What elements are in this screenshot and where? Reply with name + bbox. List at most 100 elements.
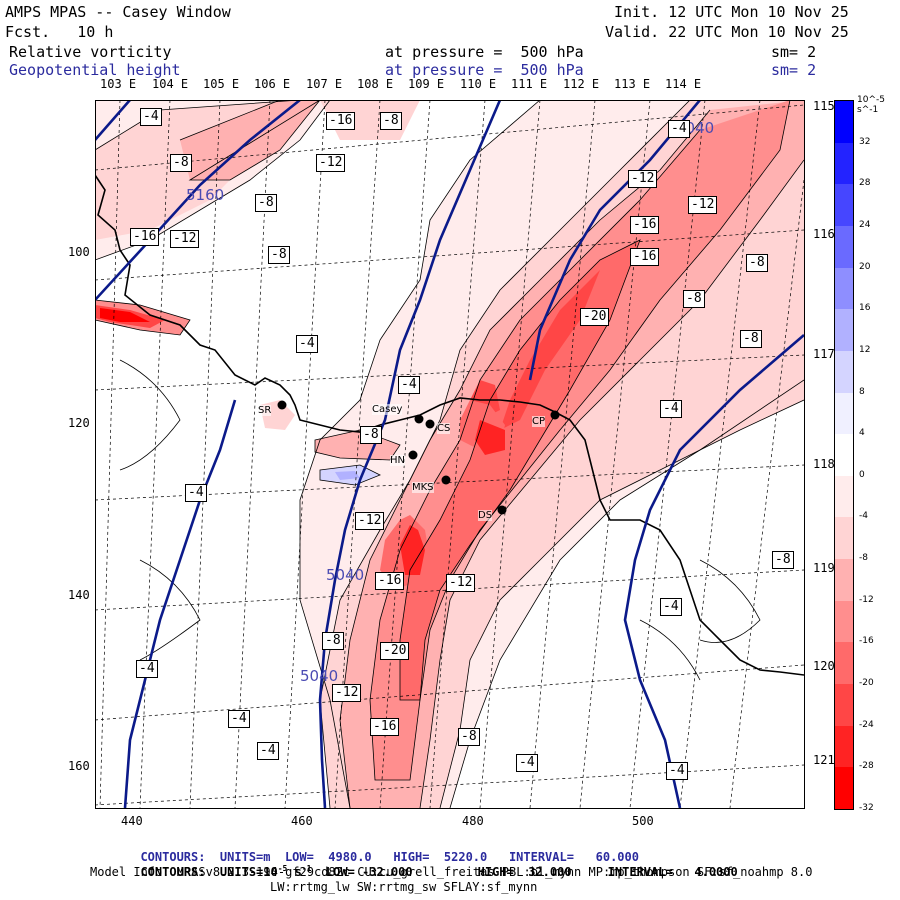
colorbar-unit: 10^-5 s^-1 (857, 95, 885, 115)
colorbar-swatch (835, 350, 853, 394)
colorbar (834, 100, 854, 810)
plot-title: AMPS MPAS -- Casey Window (5, 3, 231, 21)
colorbar-tick-label: -24 (859, 719, 874, 730)
vorticity-contour-label: -20 (580, 308, 610, 326)
colorbar-tick-label: -8 (859, 553, 868, 564)
station-label: CP (532, 416, 546, 427)
vorticity-contour-label: -4 (136, 660, 158, 678)
vorticity-contour-label: -8 (746, 254, 768, 272)
vorticity-contour-label: -8 (255, 194, 277, 212)
colorbar-swatch (835, 642, 853, 685)
footer-physics-info: LW:rrtmg_lw SW:rrtmg_sw SFLAY:sf_mynn (270, 880, 538, 894)
colorbar-tick-label: -28 (859, 761, 874, 772)
pressure-level-2: at pressure = 500 hPa (385, 61, 584, 79)
top-longitude-label: 109 E (408, 77, 445, 91)
colorbar-swatch (835, 392, 853, 435)
vorticity-contour-label: -12 (332, 684, 362, 702)
vorticity-contour-label: -8 (458, 728, 480, 746)
top-longitude-label: 111 E (511, 77, 548, 91)
vorticity-contour-label: -4 (660, 598, 682, 616)
footer-height-high: HIGH= 5220.0 (393, 850, 488, 864)
vorticity-contour-label: -20 (380, 642, 410, 660)
vorticity-contour-label: -4 (668, 120, 690, 138)
colorbar-swatch (835, 267, 853, 310)
station-markers (277, 400, 560, 515)
vorticity-contour-label: -4 (296, 335, 318, 353)
footer-vort-rest: LOW= -32.000 HIGH= 32.000 INTERVAL= 4.00… (311, 865, 738, 879)
vorticity-contour-label: -8 (380, 112, 402, 130)
valid-time: Valid. 22 UTC Mon 10 Nov 25 (605, 23, 849, 41)
vorticity-contour-label: -12 (446, 574, 476, 592)
top-longitude-label: 106 E (254, 77, 291, 91)
y-tick-label: 100 (68, 245, 90, 259)
x-tick-label: 460 (291, 814, 313, 828)
vorticity-contour-label: -4 (666, 762, 688, 780)
colorbar-swatch (835, 309, 853, 352)
station-label: CS (437, 423, 451, 434)
top-longitude-label: 105 E (203, 77, 240, 91)
init-time: Init. 12 UTC Mon 10 Nov 25 (614, 3, 849, 21)
colorbar-tick-label: 12 (859, 344, 871, 355)
colorbar-swatch (835, 142, 853, 185)
colorbar-tick-label: 0 (859, 469, 865, 480)
pressure-level-1: at pressure = 500 hPa (385, 43, 584, 61)
colorbar-tick-label: -20 (859, 678, 874, 689)
station-label: HN (390, 455, 405, 466)
vorticity-contour-label: -4 (185, 484, 207, 502)
top-longitude-label: 114 E (665, 77, 702, 91)
vorticity-contour-label: -16 (370, 718, 400, 736)
y-tick-label: 140 (68, 588, 90, 602)
vorticity-contour-label: -16 (130, 228, 160, 246)
top-longitude-label: 104 E (152, 77, 189, 91)
x-tick-label: 440 (121, 814, 143, 828)
geopotential-contours (95, 100, 804, 808)
top-longitude-label: 108 E (357, 77, 394, 91)
vorticity-contour-label: -12 (628, 170, 658, 188)
vorticity-contour-label: -4 (516, 754, 538, 772)
vorticity-contour-label: -4 (257, 742, 279, 760)
footer-vort-left: CONTOURS: UNITS=10 (140, 865, 278, 879)
top-longitude-label: 113 E (614, 77, 651, 91)
vorticity-contour-label: -16 (630, 248, 660, 266)
colorbar-swatch (835, 517, 853, 560)
colorbar-tick-label: 28 (859, 178, 871, 189)
colorbar-tick-label: -12 (859, 594, 874, 605)
colorbar-swatch (835, 684, 853, 727)
vorticity-contour-label: -4 (140, 108, 162, 126)
vorticity-contour-label: -8 (268, 246, 290, 264)
vorticity-contour-label: -8 (683, 290, 705, 308)
colorbar-swatch (835, 600, 853, 643)
top-longitude-label: 103 E (100, 77, 137, 91)
colorbar-swatch (835, 475, 853, 518)
height-contour-label: 5040 (326, 566, 365, 584)
colorbar-tick-label: 8 (859, 386, 865, 397)
x-tick-label: 480 (462, 814, 484, 828)
footer-vort-unit: s (287, 865, 302, 879)
vorticity-contour-label: -4 (228, 710, 250, 728)
y-tick-label: 160 (68, 759, 90, 773)
map-plot-area (95, 100, 804, 808)
vorticity-contour-label: -8 (360, 426, 382, 444)
vorticity-contour-label: -12 (688, 196, 718, 214)
vorticity-contour-label: -4 (660, 400, 682, 418)
footer-height-contours: CONTOURS: UNITS=m LOW= 4980.0 HIGH= 5220… (126, 836, 639, 864)
colorbar-tick-label: -4 (859, 511, 868, 522)
height-contour-label: 5160 (186, 186, 225, 204)
colorbar-swatch (835, 434, 853, 477)
footer-height-interval: INTERVAL= 60.000 (508, 850, 639, 864)
field-name-height: Geopotential height (9, 61, 181, 79)
vorticity-contour-label: -8 (170, 154, 192, 172)
colorbar-swatch (835, 559, 853, 602)
colorbar-tick-label: 4 (859, 428, 865, 439)
height-contour-label: 5040 (300, 667, 339, 685)
field-name-vorticity: Relative vorticity (9, 43, 172, 61)
colorbar-tick-label: 16 (859, 303, 871, 314)
station-label: Casey (372, 404, 403, 415)
vorticity-contour-label: -16 (375, 572, 405, 590)
colorbar-tick-label: -32 (859, 803, 874, 813)
smoothing-2: sm= 2 (771, 61, 817, 79)
vorticity-contour-label: -12 (316, 154, 346, 172)
vorticity-contour-label: -4 (398, 376, 420, 394)
top-longitude-label: 110 E (460, 77, 497, 91)
vorticity-contour-label: -12 (355, 512, 385, 530)
